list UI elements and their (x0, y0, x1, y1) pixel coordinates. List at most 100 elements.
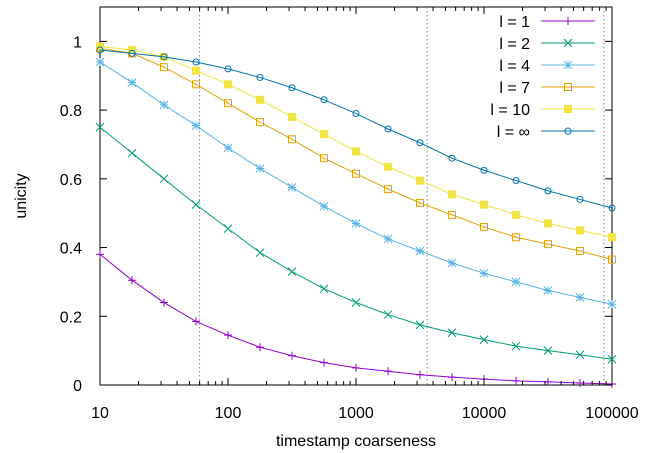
data-point (319, 201, 329, 211)
x-tick-label: 1000 (338, 405, 374, 422)
data-point (383, 310, 393, 319)
data-point (128, 49, 136, 57)
data-point (447, 258, 457, 268)
series-layer (95, 42, 617, 388)
data-point (563, 38, 573, 48)
legend-label: l = 7 (499, 80, 530, 97)
data-point (352, 169, 360, 178)
data-point (512, 233, 521, 242)
data-point (384, 125, 392, 133)
data-point (607, 354, 617, 364)
legend-label: l = 2 (499, 36, 530, 53)
legend: l = 1 l = 2 l = 4 l = 7 l = 10 l = ∞ (490, 14, 595, 141)
data-point (447, 190, 456, 199)
data-point (255, 164, 265, 173)
data-point (223, 143, 233, 153)
y-tick-label: 0.4 (60, 241, 82, 258)
data-point (564, 127, 572, 135)
data-point (575, 350, 585, 360)
series-line (99, 61, 613, 305)
data-point (160, 53, 168, 61)
data-point (608, 233, 616, 242)
data-point (575, 293, 585, 302)
data-point (480, 200, 488, 209)
data-point (608, 255, 616, 264)
data-point (256, 118, 265, 127)
data-point (96, 46, 104, 54)
data-point (415, 198, 424, 207)
data-point (288, 84, 296, 92)
data-point (416, 139, 424, 147)
data-point (256, 343, 265, 352)
data-point (191, 80, 200, 89)
series-2 (95, 122, 617, 364)
x-axis-label: timestamp coarseness (276, 433, 436, 450)
data-point (192, 58, 200, 66)
data-point (512, 376, 521, 385)
data-point (159, 100, 169, 110)
data-point (191, 66, 200, 75)
data-point (512, 177, 520, 185)
data-point (224, 65, 232, 73)
series-line (99, 49, 613, 209)
data-point (191, 200, 201, 209)
data-point (319, 358, 328, 367)
data-point (96, 250, 104, 259)
data-point (543, 240, 552, 249)
data-point (159, 63, 168, 72)
data-point (351, 298, 361, 307)
data-point (543, 346, 553, 355)
data-point (256, 95, 265, 104)
data-point (415, 320, 425, 330)
series-1 (96, 250, 616, 388)
data-point (224, 99, 232, 108)
legend-label: l = 1 (499, 14, 530, 31)
data-point (352, 363, 360, 372)
plot-frame (99, 6, 613, 386)
y-tick-label: 0.6 (60, 172, 82, 189)
data-point (287, 112, 296, 121)
data-point (563, 60, 573, 70)
data-point (480, 222, 488, 231)
data-point (127, 148, 137, 158)
data-point (575, 226, 584, 235)
data-point (415, 176, 424, 185)
data-point (447, 328, 457, 338)
x-tick-label: 10 (91, 405, 109, 422)
data-point (543, 219, 552, 228)
data-point (575, 246, 584, 255)
data-point (351, 219, 361, 228)
data-point (607, 299, 617, 309)
data-point (544, 187, 552, 195)
data-point (479, 335, 489, 344)
legend-label: l = ∞ (497, 124, 530, 141)
data-point (575, 378, 584, 387)
data-point (319, 284, 329, 294)
data-point (127, 78, 137, 87)
y-tick-label: 1 (73, 34, 82, 51)
data-point (415, 246, 425, 256)
data-point (384, 162, 393, 171)
x-tick-label: 10000 (462, 405, 507, 422)
x-tick-label: 100 (215, 405, 242, 422)
data-point (287, 135, 296, 144)
data-point (352, 147, 360, 156)
y-tick-label: 0.8 (60, 103, 82, 120)
legend-label: l = 10 (490, 102, 530, 119)
data-point (128, 276, 137, 285)
data-point (564, 17, 572, 25)
data-point (511, 341, 521, 351)
data-point (95, 57, 105, 67)
plot-area (99, 6, 613, 386)
data-point (287, 267, 297, 276)
data-point (159, 298, 168, 307)
reference-lines (199, 7, 605, 385)
data-point (479, 268, 489, 278)
data-point (352, 110, 360, 118)
data-point (447, 373, 456, 382)
data-point (255, 248, 265, 258)
data-point (384, 185, 393, 194)
data-point (287, 183, 297, 192)
data-point (320, 96, 328, 104)
